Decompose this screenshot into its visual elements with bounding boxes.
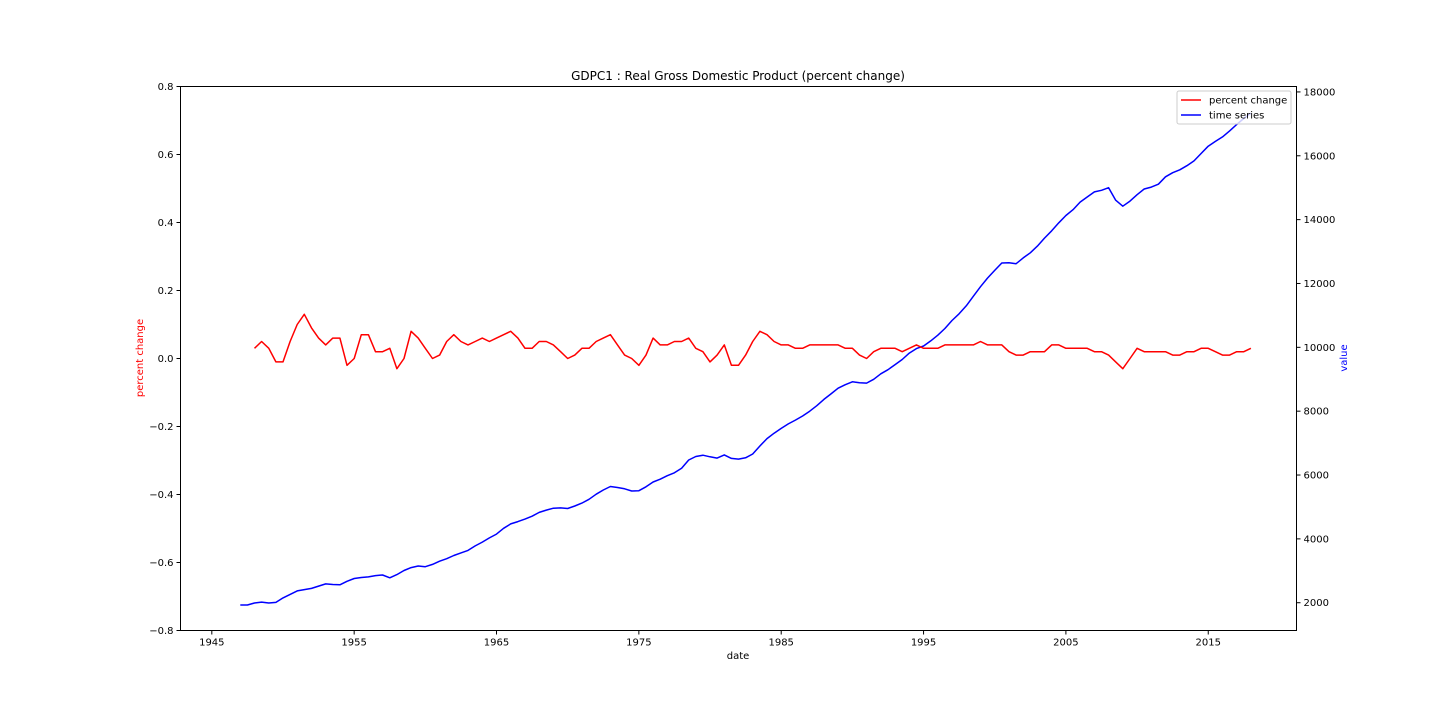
y-right-tick-label: 8000 bbox=[1304, 407, 1329, 418]
x-tick-label: 1945 bbox=[199, 638, 224, 649]
y-left-tick-label: 0.4 bbox=[158, 218, 174, 229]
x-tick-label: 1985 bbox=[768, 638, 793, 649]
x-tick-label: 2015 bbox=[1196, 638, 1221, 649]
y-right-tick-label: 4000 bbox=[1304, 534, 1329, 545]
y-right-tick-label: 10000 bbox=[1304, 343, 1336, 354]
y-right-tick-label: 2000 bbox=[1304, 598, 1329, 609]
y-left-tick-label: −0.4 bbox=[149, 490, 173, 501]
y-left-tick-label: −0.6 bbox=[149, 558, 173, 569]
x-axis-label: date bbox=[727, 651, 750, 662]
y-right-tick-label: 12000 bbox=[1304, 279, 1336, 290]
y-left-tick-label: −0.2 bbox=[149, 422, 173, 433]
y-right-tick-label: 16000 bbox=[1304, 151, 1336, 162]
legend: percent change time series bbox=[1176, 90, 1292, 125]
legend-box bbox=[1176, 90, 1292, 125]
x-tick-label: 1975 bbox=[626, 638, 651, 649]
x-axis: 1945 1955 1965 1975 1985 1995 2005 2015 bbox=[199, 630, 1221, 649]
series-line-time-series bbox=[240, 112, 1252, 606]
y-axis-left-label: percent change bbox=[135, 319, 146, 397]
series-line-percent-change bbox=[253, 313, 1252, 370]
x-tick-label: 1965 bbox=[484, 638, 509, 649]
y-right-tick-label: 18000 bbox=[1304, 87, 1336, 98]
legend-label-time-series: time series bbox=[1209, 111, 1264, 122]
y-axis-right-label: value bbox=[1339, 344, 1350, 371]
y-axis-left: −0.8 −0.6 −0.4 −0.2 0.0 0.2 0.4 0.6 0.8 bbox=[149, 82, 181, 637]
y-left-tick-label: 0.6 bbox=[158, 150, 174, 161]
y-right-tick-label: 6000 bbox=[1304, 471, 1329, 482]
y-left-tick-label: −0.8 bbox=[149, 626, 173, 637]
y-left-tick-label: 0.2 bbox=[158, 286, 174, 297]
y-left-tick-label: 0.8 bbox=[158, 82, 174, 93]
x-tick-label: 1955 bbox=[341, 638, 366, 649]
y-left-tick-label: 0.0 bbox=[158, 354, 174, 365]
y-axis-right: 2000 4000 6000 8000 10000 12000 14000 16000 1800… bbox=[1296, 87, 1336, 609]
legend-label-percent-change: percent change bbox=[1209, 96, 1287, 107]
x-tick-label: 1995 bbox=[911, 638, 936, 649]
chart-title: GDPC1 : Real Gross Domestic Product (per… bbox=[571, 69, 905, 83]
x-tick-label: 2005 bbox=[1053, 638, 1078, 649]
series-layer bbox=[240, 112, 1252, 606]
y-right-tick-label: 14000 bbox=[1304, 215, 1336, 226]
